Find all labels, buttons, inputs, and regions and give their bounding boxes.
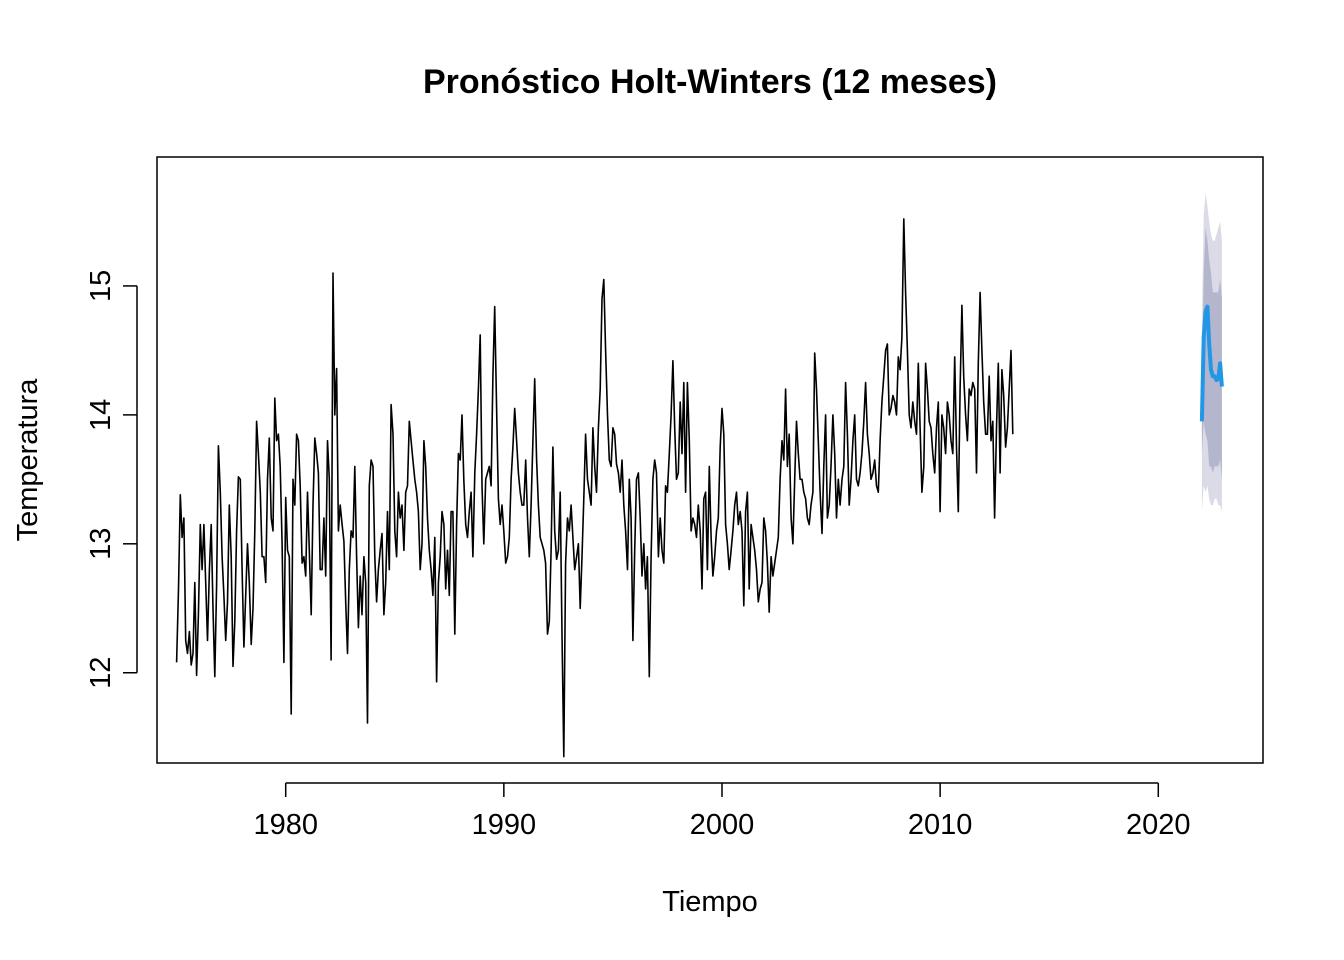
y-axis: 12 13 14 15 [85, 270, 138, 689]
plot-area [175, 193, 1224, 758]
y-tick-label: 12 [85, 657, 117, 689]
x-axis-label: Tiempo [662, 886, 758, 918]
y-axis-label: Temperatura [12, 378, 44, 542]
forecast-series-line [1199, 304, 1224, 422]
chart-title: Pronóstico Holt-Winters (12 meses) [423, 63, 997, 101]
x-tick-label: 2020 [1126, 809, 1191, 841]
x-axis: 1980 1990 2000 2010 2020 [253, 782, 1191, 841]
plot-frame [156, 156, 1264, 764]
forecast-band-80 [1201, 227, 1222, 480]
y-tick-label: 14 [85, 399, 117, 431]
x-tick-label: 2010 [908, 809, 973, 841]
y-tick-label: 13 [85, 528, 117, 560]
observed-series-line [175, 218, 1014, 758]
x-tick-label: 1990 [472, 809, 537, 841]
y-tick-label: 15 [85, 270, 117, 302]
x-tick-label: 2000 [690, 809, 755, 841]
x-tick-label: 1980 [253, 809, 318, 841]
